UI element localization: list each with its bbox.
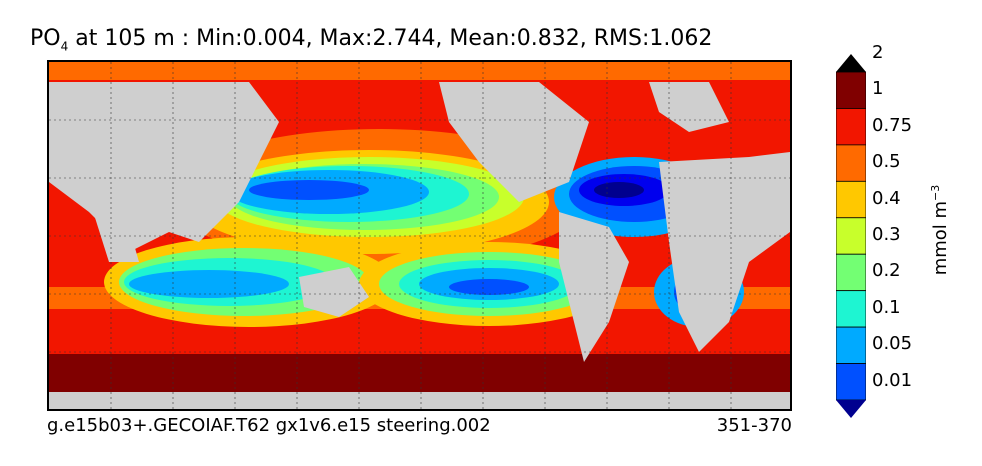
colorbar-bin [836,180,866,219]
colorbar-tick-label: 0.4 [872,187,901,209]
colorbar-bin [836,71,866,109]
colorbar-bin [836,290,866,328]
colorbar-unit: mmol m−3 [929,184,951,276]
colorbar-bin [836,108,866,146]
colorbar-tick-label: 0.1 [872,296,901,318]
colorbar-tick-label: 0.5 [872,151,901,173]
colorbar-tick-label: 0.2 [872,260,901,282]
colorbar-extend-max [836,54,866,72]
colorbar-tick-label: 1 [872,78,884,100]
colorbar [836,54,866,418]
colorbar-tick-label: 0.05 [872,333,913,355]
colorbar-tick-label: 2 [872,41,884,63]
colorbar-bin [836,363,866,401]
colorbar-bin [836,253,866,292]
colorbar-tick-label: 0.75 [872,114,913,136]
colorbar-bin [836,326,866,364]
po4-map [47,60,792,411]
case-name: g.e15b03+.GECOIAF.T62 gx1v6.e15 steering… [47,415,491,436]
colorbar-tick-label: 0.01 [872,369,913,391]
colorbar-bin [836,144,866,182]
year-range: 351-370 [716,415,792,436]
colorbar-extend-min [836,400,866,418]
ocean-field [49,62,790,409]
colorbar-bin [836,217,866,255]
map-title: PO4 at 105 m : Min:0.004, Max:2.744, Mea… [30,26,713,54]
colorbar-tick-label: 0.3 [872,224,901,245]
